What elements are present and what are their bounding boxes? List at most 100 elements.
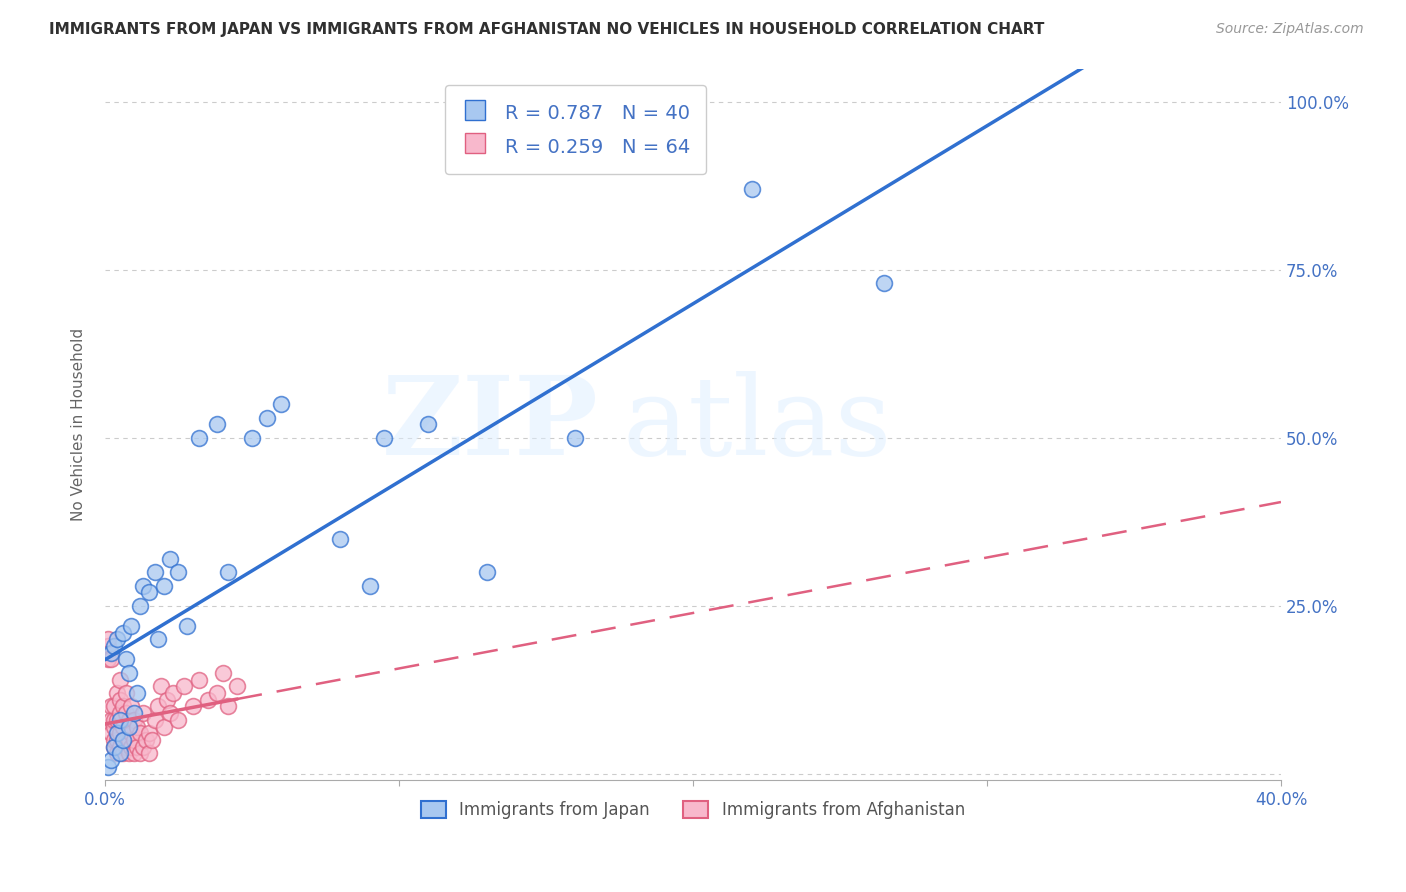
Point	[100, 753, 122, 767]
Point	[156, 692, 179, 706]
Point	[103, 713, 125, 727]
Point	[197, 692, 219, 706]
Point	[146, 632, 169, 647]
Point	[97, 760, 120, 774]
Point	[114, 652, 136, 666]
Text: IMMIGRANTS FROM JAPAN VS IMMIGRANTS FROM AFGHANISTAN NO VEHICLES IN HOUSEHOLD CO: IMMIGRANTS FROM JAPAN VS IMMIGRANTS FROM…	[49, 22, 1045, 37]
Point	[217, 699, 239, 714]
Point	[418, 417, 440, 432]
Point	[240, 431, 263, 445]
Point	[108, 739, 131, 754]
Point	[143, 565, 166, 579]
Point	[108, 726, 131, 740]
Point	[103, 739, 125, 754]
Point	[132, 578, 155, 592]
Point	[114, 686, 136, 700]
Y-axis label: No Vehicles in Household: No Vehicles in Household	[72, 328, 86, 521]
Point	[108, 713, 131, 727]
Point	[329, 532, 352, 546]
Point	[120, 699, 142, 714]
Point	[205, 417, 228, 432]
Point	[152, 720, 174, 734]
Point	[159, 551, 181, 566]
Point	[124, 713, 146, 727]
Point	[100, 713, 122, 727]
Point	[149, 679, 172, 693]
Point	[117, 720, 139, 734]
Point	[105, 713, 128, 727]
Point	[117, 665, 139, 680]
Point	[138, 585, 160, 599]
Point	[146, 699, 169, 714]
Point	[108, 747, 131, 761]
Point	[152, 578, 174, 592]
Point	[141, 733, 163, 747]
Point	[138, 747, 160, 761]
Point	[226, 679, 249, 693]
Point	[359, 578, 381, 592]
Point	[167, 565, 190, 579]
Point	[117, 747, 139, 761]
Point	[111, 625, 134, 640]
Point	[176, 619, 198, 633]
Point	[108, 706, 131, 720]
Point	[111, 747, 134, 761]
Point	[120, 619, 142, 633]
Point	[120, 726, 142, 740]
Point	[105, 686, 128, 700]
Point	[129, 726, 152, 740]
Point	[127, 686, 149, 700]
Point	[162, 686, 184, 700]
Point	[132, 706, 155, 720]
Point	[270, 397, 292, 411]
Text: ZIP: ZIP	[382, 371, 599, 478]
Point	[100, 646, 122, 660]
Point	[105, 726, 128, 740]
Point	[143, 713, 166, 727]
Point	[120, 739, 142, 754]
Point	[105, 747, 128, 761]
Point	[108, 692, 131, 706]
Point	[129, 747, 152, 761]
Point	[167, 713, 190, 727]
Point	[108, 673, 131, 687]
Point	[103, 639, 125, 653]
Point	[217, 565, 239, 579]
Point	[100, 652, 122, 666]
Point	[373, 431, 395, 445]
Legend: Immigrants from Japan, Immigrants from Afghanistan: Immigrants from Japan, Immigrants from A…	[415, 794, 972, 825]
Point	[114, 706, 136, 720]
Point	[127, 720, 149, 734]
Point	[873, 277, 896, 291]
Point	[117, 733, 139, 747]
Text: atlas: atlas	[623, 371, 891, 478]
Point	[97, 632, 120, 647]
Point	[105, 632, 128, 647]
Point	[114, 739, 136, 754]
Point	[132, 739, 155, 754]
Point	[114, 733, 136, 747]
Point	[564, 431, 586, 445]
Point	[127, 739, 149, 754]
Point	[103, 733, 125, 747]
Point	[103, 699, 125, 714]
Point	[741, 182, 763, 196]
Point	[103, 720, 125, 734]
Point	[205, 686, 228, 700]
Point	[188, 673, 211, 687]
Point	[117, 713, 139, 727]
Point	[97, 652, 120, 666]
Point	[111, 720, 134, 734]
Point	[124, 733, 146, 747]
Point	[188, 431, 211, 445]
Point	[100, 726, 122, 740]
Point	[124, 706, 146, 720]
Point	[159, 706, 181, 720]
Point	[181, 699, 204, 714]
Point	[111, 699, 134, 714]
Point	[100, 699, 122, 714]
Point	[211, 665, 233, 680]
Point	[103, 739, 125, 754]
Point	[111, 733, 134, 747]
Point	[129, 599, 152, 613]
